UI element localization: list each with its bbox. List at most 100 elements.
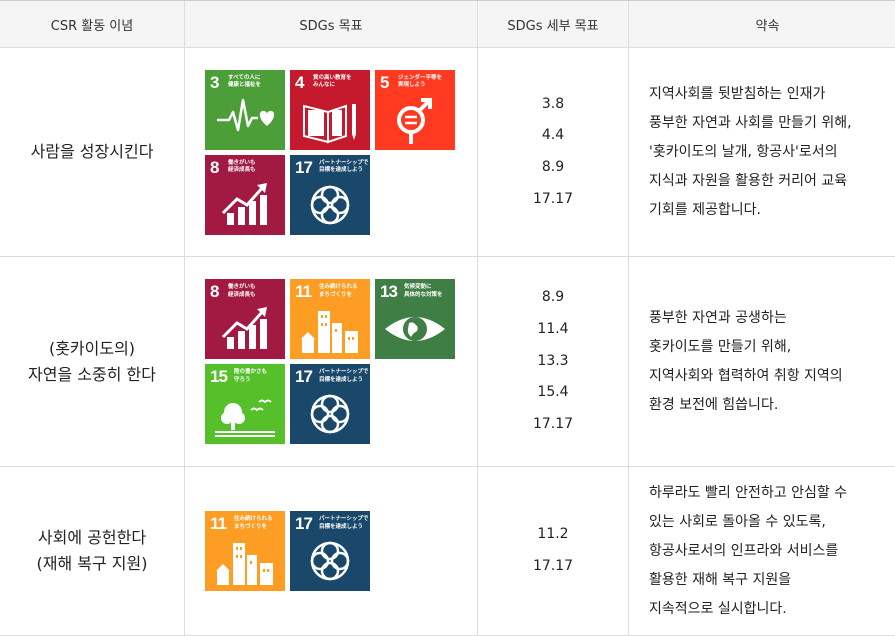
sdg-goal-number: 17 xyxy=(295,514,312,534)
sdg-icon-grid: 3 すべての人に健康と福祉を 4 質の高い教育をみんなに 5 ジェンダー平等を実現しよう 8… xyxy=(205,70,476,235)
promise-line: 지식과 자원을 활용한 커리어 교육 xyxy=(649,167,895,196)
sdg-icons-cell: 8 働きがいも経済成長も 11 住み続けられるまちづくりを 13 気候変動に具体的な対策を… xyxy=(185,257,478,467)
sdg-goal-title-line: 住み続けられる xyxy=(319,284,367,292)
sdg-goal-number: 17 xyxy=(295,158,312,178)
table-row: 사회에 공헌한다 (재해 복구 지원) 11 住み続けられるまちづくりを 17 パート… xyxy=(0,467,895,636)
concept-line: (홋카이도의) xyxy=(1,336,183,362)
promise-line: 홋카이도를 만들기 위해, xyxy=(649,333,895,362)
sdg-goal-title: 質の高い教育をみんなに xyxy=(313,75,367,90)
table-row: 사람을 성장시킨다 3 すべての人に健康と福祉を 4 質の高い教育をみんなに 5 ジェンダ… xyxy=(0,48,895,257)
promise-line: 지역사회를 뒷받침하는 인재가 xyxy=(649,80,895,109)
sdg-goal-title-line: パートナーシップで xyxy=(319,160,367,168)
promise-line: 풍부한 자연과 공생하는 xyxy=(649,304,895,333)
promise-cell: 풍부한 자연과 공생하는 홋카이도를 만들기 위해, 지역사회와 협력하여 취항… xyxy=(629,257,895,467)
sdg-goal-5-tile: 5 ジェンダー平等を実現しよう xyxy=(375,70,455,150)
csr-concept-cell: (홋카이도의) 자연을 소중히 한다 xyxy=(0,257,185,467)
sdg-goal-number: 3 xyxy=(210,73,218,93)
promise-line: 활용한 재해 복구 지원을 xyxy=(649,566,895,595)
sdg-goal-title-line: 守ろう xyxy=(234,377,282,385)
promise-line: 풍부한 자연과 사회를 만들기 위해, xyxy=(649,109,895,138)
sdg-goal-number: 17 xyxy=(295,367,312,387)
sdg-goal-4-tile: 4 質の高い教育をみんなに xyxy=(290,70,370,150)
header-sdgs-goals: SDGs 목표 xyxy=(185,1,478,48)
sdg-goal-3-tile: 3 すべての人に健康と福祉を xyxy=(205,70,285,150)
sdg-goal-17-tile: 17 パートナーシップで目標を達成しよう xyxy=(290,364,370,444)
promise-line: 지속적으로 실시합니다. xyxy=(649,595,895,624)
target-value: 17.17 xyxy=(479,409,627,441)
concept-line: (재해 복구 지원) xyxy=(1,551,183,577)
sdg-targets-cell: 11.2 17.17 xyxy=(478,467,629,636)
sdg-goal-11-tile: 11 住み続けられるまちづくりを xyxy=(290,279,370,359)
promise-line: 있는 사회로 돌아올 수 있도록, xyxy=(649,508,895,537)
promise-line: 하루라도 빨리 안전하고 안심할 수 xyxy=(649,479,895,508)
target-value: 11.4 xyxy=(479,314,627,346)
table-header-row: CSR 활동 이념 SDGs 목표 SDGs 세부 목표 약속 xyxy=(0,1,895,48)
target-value: 4.4 xyxy=(479,120,627,152)
sdg-goal-title-line: ジェンダー平等を xyxy=(398,75,452,83)
sdg-goal-title-line: みんなに xyxy=(313,82,367,90)
csr-concept-cell: 사회에 공헌한다 (재해 복구 지원) xyxy=(0,467,185,636)
sdg-goal-number: 4 xyxy=(295,73,303,93)
sdg-goal-title-line: 実現しよう xyxy=(398,82,452,90)
sdg-goal-8-tile: 8 働きがいも経済成長も xyxy=(205,155,285,235)
sdg-goal-number: 11 xyxy=(295,282,311,302)
sdg-goal-number: 5 xyxy=(380,73,388,93)
sdg-goal-title: パートナーシップで目標を達成しよう xyxy=(319,369,367,384)
sdg-goal-title-line: 具体的な対策を xyxy=(404,292,452,300)
sdg-goal-title-line: 陸の豊かさも xyxy=(234,369,282,377)
sdg-icons-cell: 3 すべての人に健康と福祉を 4 質の高い教育をみんなに 5 ジェンダー平等を実現しよう 8… xyxy=(185,48,478,257)
promise-line: 기회를 제공합니다. xyxy=(649,196,895,225)
sdg-goal-title-line: 経済成長も xyxy=(228,167,282,175)
concept-line: 사회에 공헌한다 xyxy=(1,525,183,551)
target-value: 17.17 xyxy=(479,551,627,583)
sdg-goal-title-line: まちづくりを xyxy=(319,292,367,300)
sdg-goal-title: パートナーシップで目標を達成しよう xyxy=(319,516,367,531)
promise-cell: 지역사회를 뒷받침하는 인재가 풍부한 자연과 사회를 만들기 위해, '홋카이… xyxy=(629,48,895,257)
target-value: 13.3 xyxy=(479,346,627,378)
sdg-goal-title: パートナーシップで目標を達成しよう xyxy=(319,160,367,175)
sdg-goal-title: 働きがいも経済成長も xyxy=(228,160,282,175)
sdg-icons-cell: 11 住み続けられるまちづくりを 17 パートナーシップで目標を達成しよう xyxy=(185,467,478,636)
sdg-goal-number: 11 xyxy=(210,514,226,534)
sdg-goal-title-line: 質の高い教育を xyxy=(313,75,367,83)
header-csr-concept: CSR 활동 이념 xyxy=(0,1,185,48)
sdg-goal-title: 住み続けられるまちづくりを xyxy=(319,284,367,299)
sdg-goal-8-tile: 8 働きがいも経済成長も xyxy=(205,279,285,359)
concept-line: 사람을 성장시킨다 xyxy=(1,139,183,165)
target-value: 15.4 xyxy=(479,377,627,409)
sdg-goal-title: ジェンダー平等を実現しよう xyxy=(398,75,452,90)
sdg-goal-title-line: まちづくりを xyxy=(234,524,282,532)
sdg-goal-11-tile: 11 住み続けられるまちづくりを xyxy=(205,511,285,591)
sdg-goal-number: 13 xyxy=(380,282,397,302)
promise-line: '홋카이도의 날개, 항공사'로서의 xyxy=(649,138,895,167)
target-value: 11.2 xyxy=(479,519,627,551)
sdg-goal-title-line: 働きがいも xyxy=(228,160,282,168)
sdg-goal-title-line: 働きがいも xyxy=(228,284,282,292)
sdg-goal-17-tile: 17 パートナーシップで目標を達成しよう xyxy=(290,155,370,235)
promise-line: 지역사회와 협력하여 취항 지역의 xyxy=(649,362,895,391)
sdg-goal-17-tile: 17 パートナーシップで目標を達成しよう xyxy=(290,511,370,591)
target-value: 8.9 xyxy=(479,282,627,314)
sdg-goal-title-line: パートナーシップで xyxy=(319,369,367,377)
promise-line: 항공사로서의 인프라와 서비스를 xyxy=(649,537,895,566)
promise-cell: 하루라도 빨리 안전하고 안심할 수 있는 사회로 돌아올 수 있도록, 항공사… xyxy=(629,467,895,636)
sdg-goal-title: 住み続けられるまちづくりを xyxy=(234,516,282,531)
sdg-goal-number: 8 xyxy=(210,282,218,302)
target-value: 3.8 xyxy=(479,89,627,121)
sdg-goal-number: 8 xyxy=(210,158,218,178)
header-sdgs-targets: SDGs 세부 목표 xyxy=(478,1,629,48)
sdg-goal-title-line: 目標を達成しよう xyxy=(319,377,367,385)
concept-line: 자연을 소중히 한다 xyxy=(1,362,183,388)
sdg-goal-title: 気候変動に具体的な対策を xyxy=(404,284,452,299)
sdg-goal-title-line: すべての人に xyxy=(228,75,282,83)
sdg-goal-13-tile: 13 気候変動に具体的な対策を xyxy=(375,279,455,359)
sdg-goal-title-line: 経済成長も xyxy=(228,292,282,300)
sdg-goal-title-line: 住み続けられる xyxy=(234,516,282,524)
target-value: 17.17 xyxy=(479,184,627,216)
sdg-goal-title-line: 健康と福祉を xyxy=(228,82,282,90)
sdg-goal-title: 陸の豊かさも守ろう xyxy=(234,369,282,384)
header-promise: 약속 xyxy=(629,1,895,48)
sdg-goal-title-line: 目標を達成しよう xyxy=(319,167,367,175)
csr-concept-cell: 사람을 성장시킨다 xyxy=(0,48,185,257)
